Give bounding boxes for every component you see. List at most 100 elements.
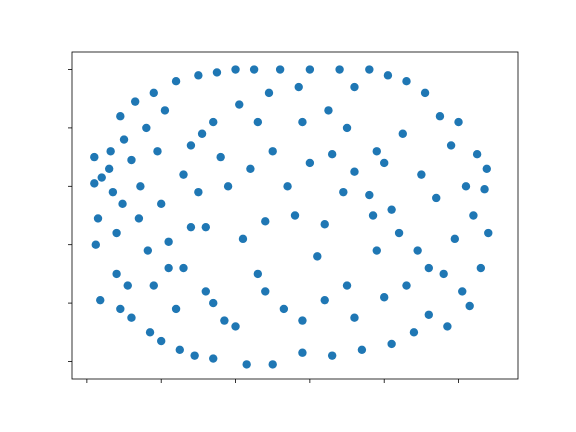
scatter-point [116,304,125,314]
scatter-point [171,304,181,314]
scatter-point [454,117,463,127]
points-layer [90,65,493,369]
scatter-point [394,228,404,238]
scatter-point [409,328,419,337]
scatter-point [476,263,486,273]
scatter-point [119,135,129,144]
scatter-point [201,287,210,296]
scatter-point [279,304,289,314]
scatter-point [197,129,207,138]
scatter-point [194,187,203,197]
scatter-point [398,129,407,138]
scatter-point [106,147,115,156]
scatter-point [357,345,367,354]
scatter-point [96,295,105,305]
scatter-point [149,281,158,290]
scatter-point [275,65,285,74]
scatter-point [372,246,381,255]
scatter-point [194,71,203,80]
scatter-point [145,328,155,337]
scatter-point [112,269,121,279]
scatter-point [242,360,251,369]
scatter-point [201,222,210,232]
scatter-point [413,246,422,255]
scatter-point [482,164,491,173]
scatter-point [157,199,166,209]
scatter-point [350,313,359,322]
scatter-point [209,354,218,363]
scatter-point [313,252,322,261]
scatter-point [480,185,489,194]
scatter-point [339,187,348,197]
scatter-point [153,147,162,156]
scatter-point [432,193,441,203]
scatter-point [387,205,396,214]
scatter-point [143,246,153,255]
scatter-point [108,187,118,197]
scatter-point [175,345,184,354]
axes-frame [71,51,519,380]
scatter-point [372,147,381,156]
scatter-point [469,211,478,220]
scatter-point [380,158,389,168]
scatter-point [130,97,140,106]
scatter-point [118,199,127,209]
scatter-point [465,301,474,311]
scatter-point [365,190,374,200]
scatter-point [298,348,307,357]
scatter-point [424,310,433,319]
scatter-point [171,77,181,86]
scatter-point [365,65,374,74]
scatter-point [127,313,136,322]
scatter-point [116,112,125,121]
scatter-point [446,141,456,150]
scatter-point [209,298,218,308]
x-ticks [86,379,459,383]
scatter-point [160,106,170,115]
scatter-point [220,316,229,325]
scatter-point [435,112,445,121]
scatter-point [179,170,188,179]
scatter-point [472,149,482,159]
scatter-point [458,287,467,296]
scatter-point [320,295,329,305]
scatter-point [209,117,218,127]
scatter-point [157,336,166,346]
scatter-point [235,100,244,109]
scatter-point [249,65,259,74]
scatter-point [298,316,307,325]
scatter-point [439,269,448,279]
scatter-point [320,220,329,229]
scatter-point [231,322,240,331]
scatter-point [327,149,337,159]
scatter-point [380,293,389,302]
scatter-point [90,179,99,188]
scatter-point [402,281,411,290]
scatter-point [223,182,233,191]
scatter-point [179,263,188,273]
scatter-point [484,228,493,238]
scatter-point [164,237,173,246]
scatter-point [298,117,307,127]
scatter-point [383,71,393,80]
scatter-point [324,106,333,115]
scatter-point [97,173,106,182]
scatter-point [112,228,121,238]
scatter-point [190,351,199,360]
scatter-point [136,182,145,191]
scatter-point [253,269,263,279]
scatter-point [261,217,270,226]
scatter-point [268,360,277,369]
scatter-point [290,211,300,220]
scatter-point [461,182,471,191]
scatter-point [231,65,240,74]
scatter-point [246,164,255,173]
scatter-point [342,281,352,290]
scatter-point [387,339,396,349]
scatter-point [149,88,158,98]
scatter-point [186,222,196,232]
scatter-point [123,281,132,290]
scatter-point [305,158,315,168]
scatter-point [90,152,99,162]
